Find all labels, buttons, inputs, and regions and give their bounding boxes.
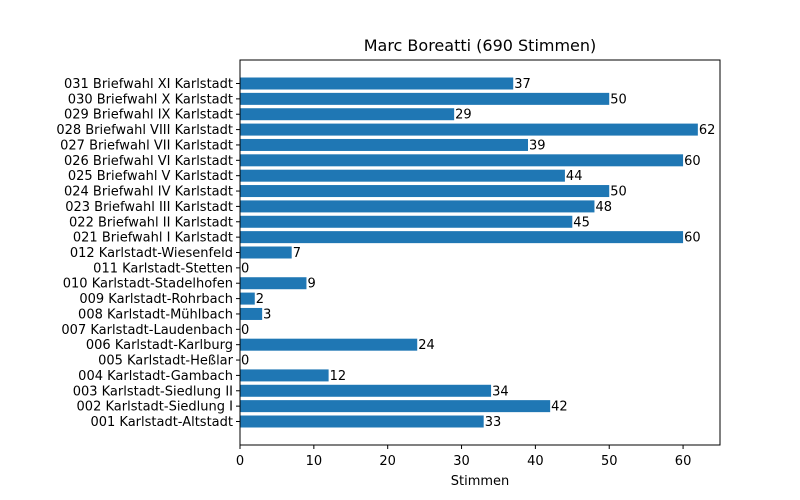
category-label: 021 Briefwahl I Karlstadt [73,231,233,246]
bar [240,292,255,305]
category-label: 031 Briefwahl XI Karlstadt [64,77,233,92]
data-label: 42 [551,400,568,415]
data-label: 37 [514,77,531,92]
x-tick-label: 10 [306,454,323,469]
data-label: 12 [330,369,347,384]
data-label: 48 [595,200,612,215]
x-axis-ticks: 0 10 20 30 40 50 60 [236,445,691,469]
category-label: 004 Karlstadt-Gambach [78,369,233,384]
category-label: 007 Karlstadt-Laudenbach [61,323,233,338]
data-label: 33 [485,415,502,430]
category-label: 027 Briefwahl VII Karlstadt [60,138,233,153]
bar [240,138,528,151]
category-label: 024 Briefwahl IV Karlstadt [64,185,233,200]
data-label: 0 [241,261,249,276]
category-label: 002 Karlstadt-Siedlung I [77,400,233,415]
data-label: 29 [455,108,472,123]
data-label: 44 [566,169,583,184]
category-label: 026 Briefwahl VI Karlstadt [64,154,233,169]
bar [240,307,263,320]
data-label: 39 [529,138,546,153]
category-label: 028 Briefwahl VIII Karlstadt [56,123,233,138]
bar [240,77,514,90]
category-label: 011 Karlstadt-Stetten [93,261,233,276]
category-label: 022 Briefwahl II Karlstadt [69,215,233,230]
data-label: 3 [263,307,271,322]
x-tick-label: 40 [527,454,544,469]
category-label: 006 Karlstadt-Karlburg [86,338,233,353]
plot-frame [239,59,721,446]
bar [240,169,565,182]
bar [240,185,610,198]
data-label: 9 [307,277,315,292]
bar [240,200,595,213]
category-label: 005 Karlstadt-Heßlar [98,354,234,369]
bar [240,246,292,259]
category-label: 025 Briefwahl V Karlstadt [68,169,233,184]
bar [240,415,484,428]
category-label: 009 Karlstadt-Rohrbach [79,292,233,307]
bar [240,400,551,413]
data-label: 50 [610,185,627,200]
bar [240,338,418,351]
bar [240,369,329,382]
category-label: 008 Karlstadt-Mühlbach [78,307,233,322]
category-label: 023 Briefwahl III Karlstadt [65,200,233,215]
data-label: 45 [573,215,590,230]
bar [240,92,610,105]
bar [240,215,573,228]
chart-title: Marc Boreatti (690 Stimmen) [364,36,597,55]
category-label: 003 Karlstadt-Siedlung II [73,384,233,399]
data-label: 60 [684,231,701,246]
data-label: 24 [418,338,435,353]
bar [240,154,684,167]
bar [240,108,455,121]
x-axis-label: Stimmen [451,474,510,489]
data-label: 7 [293,246,301,261]
x-tick-label: 30 [453,454,470,469]
x-tick-label: 60 [675,454,692,469]
category-label: 012 Karlstadt-Wiesenfeld [70,246,233,261]
data-label: 34 [492,384,509,399]
category-label: 030 Briefwahl X Karlstadt [68,92,233,107]
bar [240,384,492,397]
x-tick-label: 20 [379,454,396,469]
bar [240,231,684,244]
x-tick-label: 50 [601,454,618,469]
bars-group [240,77,698,428]
category-label: 029 Briefwahl IX Karlstadt [64,108,233,123]
data-label: 50 [610,92,627,107]
x-tick-label: 0 [236,454,244,469]
bar [240,277,307,290]
category-label: 010 Karlstadt-Stadelhofen [63,277,233,292]
data-label: 2 [256,292,264,307]
data-label: 0 [241,323,249,338]
data-label: 60 [684,154,701,169]
bar [240,123,698,136]
category-label: 001 Karlstadt-Altstadt [90,415,233,430]
data-label: 0 [241,354,249,369]
data-label: 62 [699,123,716,138]
